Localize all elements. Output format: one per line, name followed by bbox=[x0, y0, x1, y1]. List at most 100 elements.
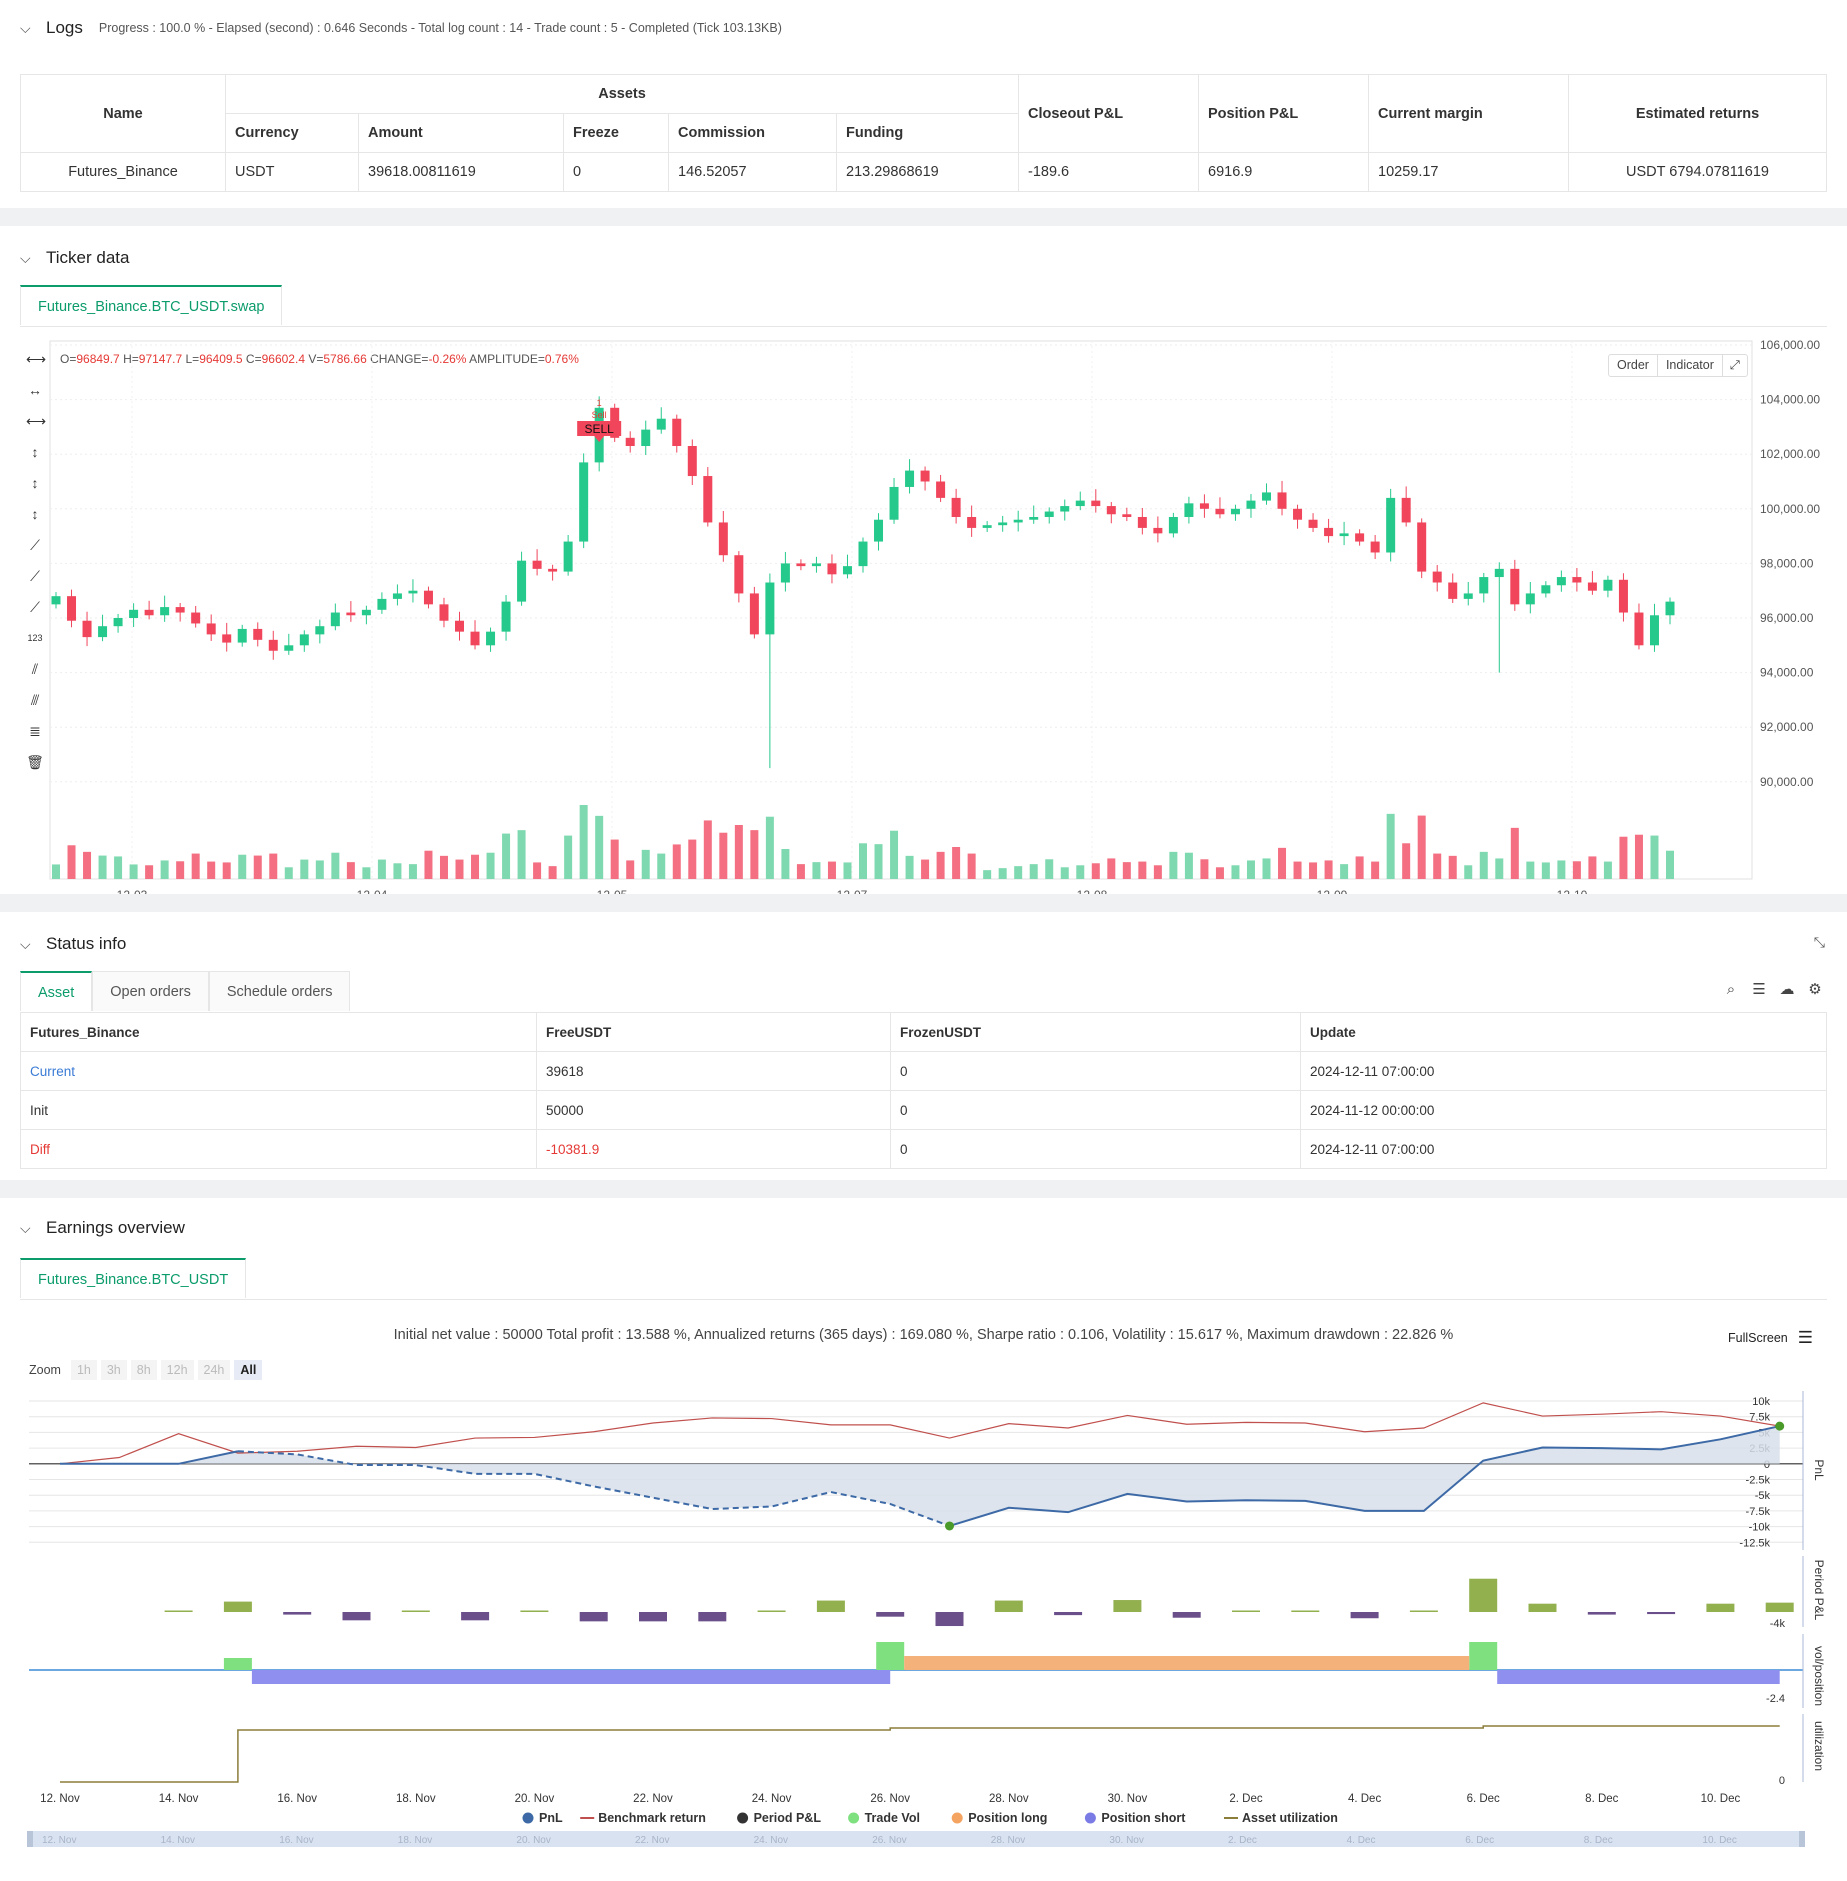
candle-body bbox=[82, 620, 92, 638]
volume-bar bbox=[253, 855, 262, 879]
price-label-tool-icon[interactable]: 123 bbox=[27, 633, 43, 643]
candle-body bbox=[206, 623, 216, 635]
chevron-down-icon[interactable]: ⌵ bbox=[20, 19, 31, 36]
volume-bar bbox=[1324, 860, 1333, 879]
col-assets: Assets bbox=[225, 74, 1019, 114]
segment-tool-icon[interactable]: ⟋ bbox=[30, 599, 40, 615]
period-pnl-bar bbox=[223, 1601, 252, 1612]
row-current-label[interactable]: Current bbox=[20, 1051, 537, 1091]
zoom-3h[interactable]: 3h bbox=[100, 1360, 127, 1380]
period-pnl-bar bbox=[876, 1612, 905, 1617]
candle-body bbox=[346, 612, 356, 616]
earnings-header[interactable]: ⌵ Earnings overview bbox=[20, 1218, 185, 1238]
fibonacci-tool-icon[interactable]: ⫻ bbox=[30, 692, 40, 708]
h-label: H= bbox=[123, 352, 139, 366]
horizontal-ray-tool-icon[interactable]: ↔ bbox=[28, 382, 42, 398]
extended-line-tool-icon[interactable]: ⟷ bbox=[26, 413, 47, 429]
menu-icon[interactable]: ☰ bbox=[1752, 981, 1766, 998]
amplitude-value: 0.76% bbox=[544, 352, 579, 366]
tab-btc-usdt[interactable]: Futures_Binance.BTC_USDT bbox=[20, 1258, 247, 1298]
tab-open-orders[interactable]: Open orders bbox=[92, 971, 209, 1011]
candle-body bbox=[1153, 527, 1163, 534]
period-pnl-bar bbox=[1647, 1612, 1676, 1615]
vertical-ray-tool-icon[interactable]: ↕ bbox=[31, 475, 39, 491]
pnl-line bbox=[60, 1450, 239, 1465]
candle-body bbox=[1448, 582, 1458, 599]
hamburger-icon[interactable]: ☰ bbox=[1797, 1328, 1813, 1347]
change-label: CHANGE= bbox=[370, 352, 429, 366]
expand-icon[interactable]: ⤢ bbox=[1729, 358, 1740, 372]
order-button[interactable]: Order bbox=[1609, 355, 1658, 376]
col-exchange: Futures_Binance bbox=[20, 1012, 537, 1052]
vertical-segment-tool-icon[interactable]: ↕ bbox=[31, 506, 39, 522]
fullscreen-control[interactable]: FullScreen ☰ bbox=[1728, 1328, 1813, 1348]
zoom-all[interactable]: All bbox=[234, 1360, 263, 1380]
status-panel: ⌵ Status info ⤡ Asset Open orders Schedu… bbox=[0, 912, 1847, 1180]
zoom-8h[interactable]: 8h bbox=[130, 1360, 157, 1380]
candle-body bbox=[967, 516, 977, 528]
volume-bar bbox=[176, 861, 185, 879]
period-pnl-bar bbox=[164, 1610, 193, 1612]
tab-btc-swap[interactable]: Futures_Binance.BTC_USDT.swap bbox=[20, 285, 283, 325]
plot-frame bbox=[49, 340, 1753, 880]
candle-body bbox=[625, 437, 635, 447]
volume-bar bbox=[83, 851, 92, 879]
volume-bar bbox=[812, 862, 821, 879]
trash-icon[interactable]: 🗑 bbox=[26, 754, 44, 770]
volume-bar bbox=[1169, 851, 1178, 879]
row-diff-update: 2024-12-11 07:00:00 bbox=[1300, 1129, 1827, 1169]
gear-icon[interactable]: ⚙ bbox=[1808, 981, 1822, 998]
indicator-button[interactable]: Indicator bbox=[1658, 355, 1723, 376]
ticker-header[interactable]: ⌵ Ticker data bbox=[20, 248, 129, 268]
candle-body bbox=[1370, 541, 1380, 553]
candle-body bbox=[470, 631, 480, 646]
period-pnl-bar bbox=[1528, 1603, 1557, 1612]
legend-marker bbox=[951, 1812, 963, 1824]
candlestick-chart[interactable]: 106,000.00 104,000.00 102,000.00 100,000.00… bbox=[0, 226, 1847, 894]
volume-bar bbox=[1526, 861, 1535, 879]
ray-line-tool-icon[interactable]: ⟋ bbox=[30, 568, 40, 584]
volume-bar bbox=[1122, 862, 1131, 879]
search-icon[interactable]: ⌕ bbox=[1726, 981, 1736, 998]
zoom-1h[interactable]: 1h bbox=[70, 1360, 97, 1380]
price-tick-label: 98,000.00 bbox=[1760, 556, 1814, 570]
tab-asset[interactable]: Asset bbox=[20, 971, 93, 1011]
volume-bar bbox=[843, 862, 852, 879]
cloud-download-icon[interactable]: ☁ bbox=[1779, 981, 1795, 998]
vertical-line-tool-icon[interactable]: ↕ bbox=[31, 444, 39, 460]
legend-marker bbox=[1084, 1812, 1096, 1824]
parallel-channel-tool-icon[interactable]: ⫽ bbox=[31, 661, 39, 677]
volume-bar bbox=[1215, 867, 1224, 879]
grid-lines-tool-icon[interactable]: ≣ bbox=[29, 723, 41, 739]
tab-schedule-orders[interactable]: Schedule orders bbox=[208, 971, 351, 1011]
candle-body bbox=[1246, 500, 1256, 509]
volume-bar bbox=[1231, 865, 1240, 879]
trend-line-tool-icon[interactable]: ⟋ bbox=[30, 537, 40, 553]
period-pnl-bar bbox=[639, 1612, 667, 1622]
candle-body bbox=[315, 626, 325, 635]
logs-header[interactable]: ⌵ Logs Progress : 100.0 % - Elapsed (sec… bbox=[20, 18, 782, 38]
earnings-chart[interactable]: 10k7.5k5k2.5k0-2.5k-5k-7.5k-10k-12.5kPnL… bbox=[0, 1198, 1847, 1881]
candle-body bbox=[517, 560, 527, 602]
collapse-icon[interactable]: ⤡ bbox=[1813, 934, 1825, 950]
pnl-area bbox=[60, 1426, 1780, 1526]
col-closeout: Closeout P&L bbox=[1018, 74, 1199, 153]
status-header[interactable]: ⌵ Status info bbox=[20, 934, 126, 954]
chevron-down-icon[interactable]: ⌵ bbox=[20, 1219, 31, 1236]
pnl-tick-label: -2.5k bbox=[1746, 1475, 1771, 1487]
ticker-panel: ⌵ Ticker data Futures_Binance.BTC_USDT.s… bbox=[0, 226, 1847, 894]
date-tick-label: 12-10 bbox=[1557, 888, 1588, 894]
period-pnl-bar bbox=[401, 1610, 430, 1612]
chevron-down-icon[interactable]: ⌵ bbox=[20, 935, 31, 952]
horizontal-line-tool-icon[interactable]: ⟷ bbox=[26, 351, 47, 367]
fullscreen-label[interactable]: FullScreen bbox=[1728, 1331, 1788, 1345]
zoom-12h[interactable]: 12h bbox=[160, 1360, 194, 1380]
x-tick-label: 18. Nov bbox=[396, 1793, 436, 1805]
chevron-down-icon[interactable]: ⌵ bbox=[20, 249, 31, 266]
candle-body bbox=[1230, 508, 1240, 515]
candle-body bbox=[858, 541, 868, 567]
x-tick-label: 16. Nov bbox=[277, 1793, 317, 1805]
price-tick-label: 92,000.00 bbox=[1760, 720, 1814, 734]
zoom-24h[interactable]: 24h bbox=[197, 1360, 231, 1380]
volume-bar bbox=[905, 855, 914, 879]
